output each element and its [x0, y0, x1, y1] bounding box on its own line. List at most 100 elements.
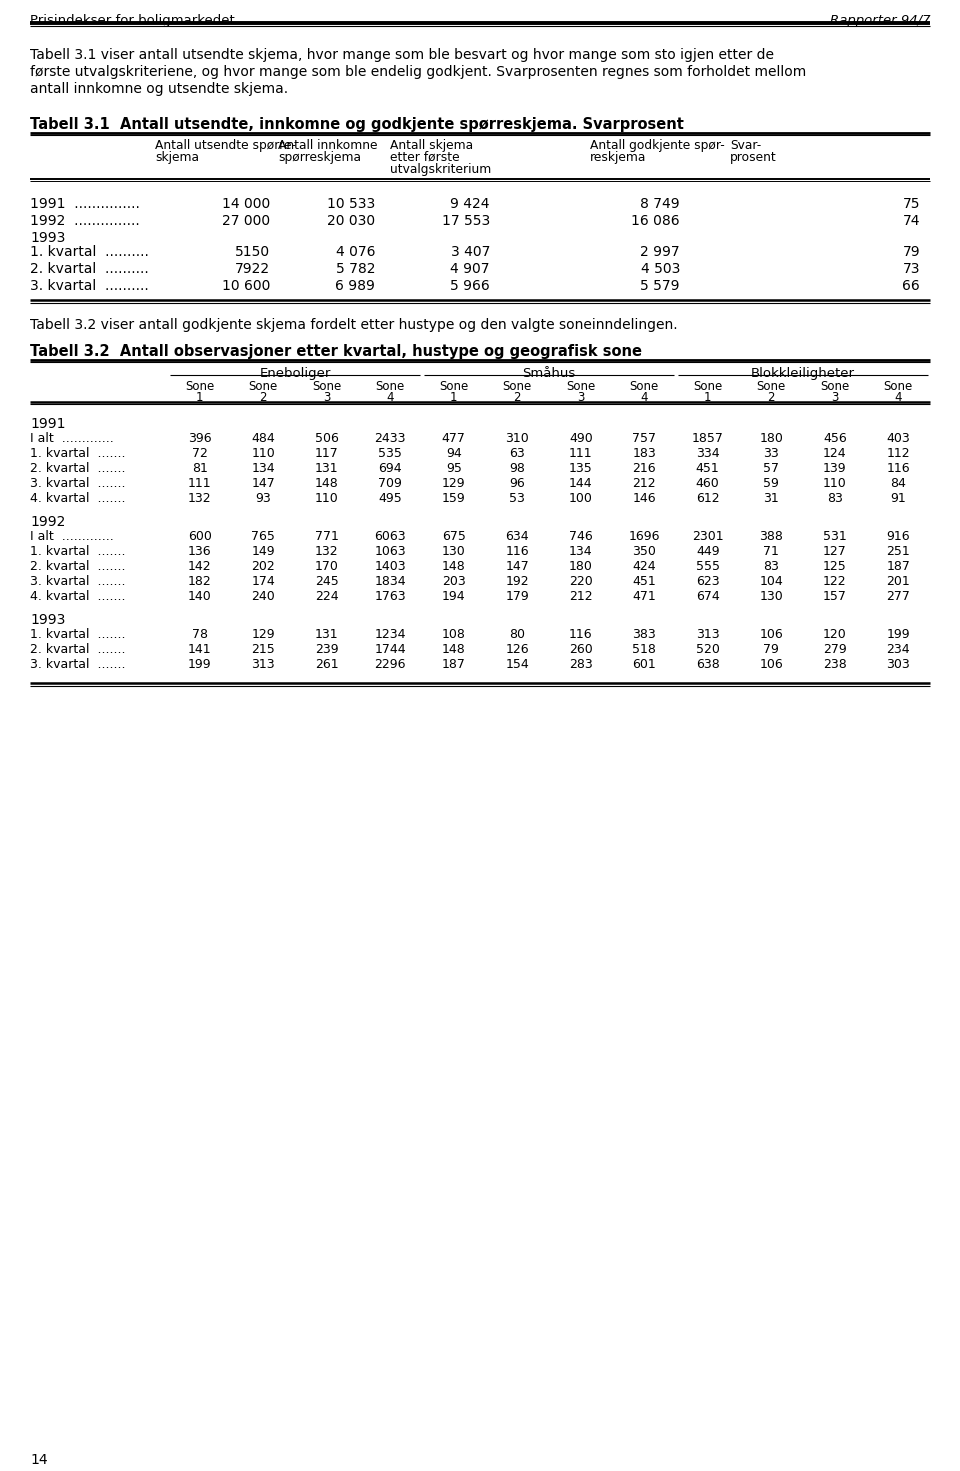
- Text: 130: 130: [759, 590, 783, 603]
- Text: 239: 239: [315, 643, 339, 656]
- Text: 110: 110: [315, 491, 339, 505]
- Text: 1403: 1403: [374, 560, 406, 574]
- Text: Tabell 3.1  Antall utsendte, innkomne og godkjente spørreskjema. Svarprosent: Tabell 3.1 Antall utsendte, innkomne og …: [30, 118, 684, 132]
- Text: 396: 396: [188, 432, 211, 446]
- Text: 2301: 2301: [692, 530, 724, 543]
- Text: 74: 74: [902, 213, 920, 228]
- Text: 4. kvartal  .......: 4. kvartal .......: [30, 491, 126, 505]
- Text: 1. kvartal  .......: 1. kvartal .......: [30, 544, 126, 558]
- Text: 91: 91: [890, 491, 906, 505]
- Text: 108: 108: [442, 628, 466, 641]
- Text: 6 989: 6 989: [335, 279, 375, 293]
- Text: 134: 134: [569, 544, 592, 558]
- Text: 134: 134: [252, 462, 276, 475]
- Text: 1: 1: [196, 391, 204, 405]
- Text: 17 553: 17 553: [442, 213, 490, 228]
- Text: 2296: 2296: [374, 658, 406, 671]
- Text: Småhus: Småhus: [522, 366, 576, 380]
- Text: 5 782: 5 782: [335, 262, 375, 277]
- Text: skjema: skjema: [155, 152, 199, 163]
- Text: 2. kvartal  ..........: 2. kvartal ..........: [30, 262, 149, 277]
- Text: 484: 484: [252, 432, 276, 446]
- Text: 1991: 1991: [30, 416, 65, 431]
- Text: 310: 310: [505, 432, 529, 446]
- Text: 149: 149: [252, 544, 276, 558]
- Text: 612: 612: [696, 491, 720, 505]
- Text: 98: 98: [510, 462, 525, 475]
- Text: 234: 234: [886, 643, 910, 656]
- Text: 1763: 1763: [374, 590, 406, 603]
- Text: 79: 79: [763, 643, 780, 656]
- Text: 199: 199: [188, 658, 211, 671]
- Text: 2433: 2433: [374, 432, 406, 446]
- Text: 9 424: 9 424: [450, 197, 490, 210]
- Text: 506: 506: [315, 432, 339, 446]
- Text: 490: 490: [569, 432, 592, 446]
- Text: Antall innkomne: Antall innkomne: [278, 138, 377, 152]
- Text: 194: 194: [442, 590, 466, 603]
- Text: 212: 212: [633, 477, 656, 490]
- Text: 224: 224: [315, 590, 339, 603]
- Text: 638: 638: [696, 658, 720, 671]
- Text: Blokkleiligheter: Blokkleiligheter: [751, 366, 855, 380]
- Text: 157: 157: [823, 590, 847, 603]
- Text: 116: 116: [569, 628, 592, 641]
- Text: 83: 83: [763, 560, 780, 574]
- Text: 757: 757: [633, 432, 657, 446]
- Text: 277: 277: [886, 590, 910, 603]
- Text: 203: 203: [442, 575, 466, 588]
- Text: 106: 106: [759, 628, 783, 641]
- Text: Sone: Sone: [883, 380, 913, 393]
- Text: 601: 601: [633, 658, 656, 671]
- Text: 3. kvartal  .......: 3. kvartal .......: [30, 575, 126, 588]
- Text: 477: 477: [442, 432, 466, 446]
- Text: 3: 3: [577, 391, 585, 405]
- Text: 126: 126: [505, 643, 529, 656]
- Text: Sone: Sone: [566, 380, 595, 393]
- Text: 4 076: 4 076: [335, 246, 375, 259]
- Text: 451: 451: [696, 462, 720, 475]
- Text: 1992  ...............: 1992 ...............: [30, 213, 140, 228]
- Text: 765: 765: [252, 530, 276, 543]
- Text: Sone: Sone: [756, 380, 786, 393]
- Text: Prisindekser for boligmarkedet: Prisindekser for boligmarkedet: [30, 15, 235, 26]
- Text: 111: 111: [569, 447, 592, 460]
- Text: 251: 251: [886, 544, 910, 558]
- Text: spørreskjema: spørreskjema: [278, 152, 361, 163]
- Text: 916: 916: [886, 530, 910, 543]
- Text: 313: 313: [252, 658, 276, 671]
- Text: 104: 104: [759, 575, 783, 588]
- Text: reskjema: reskjema: [590, 152, 646, 163]
- Text: 129: 129: [252, 628, 276, 641]
- Text: 1. kvartal  ..........: 1. kvartal ..........: [30, 246, 149, 259]
- Text: 460: 460: [696, 477, 720, 490]
- Text: 518: 518: [633, 643, 657, 656]
- Text: 146: 146: [633, 491, 656, 505]
- Text: prosent: prosent: [730, 152, 777, 163]
- Text: 148: 148: [442, 643, 466, 656]
- Text: 148: 148: [315, 477, 339, 490]
- Text: 66: 66: [902, 279, 920, 293]
- Text: 2: 2: [259, 391, 267, 405]
- Text: 3: 3: [324, 391, 330, 405]
- Text: 147: 147: [505, 560, 529, 574]
- Text: 14 000: 14 000: [222, 197, 270, 210]
- Text: 2. kvartal  .......: 2. kvartal .......: [30, 643, 126, 656]
- Text: 129: 129: [442, 477, 466, 490]
- Text: 350: 350: [633, 544, 657, 558]
- Text: 136: 136: [188, 544, 211, 558]
- Text: 201: 201: [886, 575, 910, 588]
- Text: 147: 147: [252, 477, 276, 490]
- Text: 279: 279: [823, 643, 847, 656]
- Text: 116: 116: [886, 462, 910, 475]
- Text: 4: 4: [640, 391, 648, 405]
- Text: 6063: 6063: [374, 530, 406, 543]
- Text: 199: 199: [886, 628, 910, 641]
- Text: 7922: 7922: [235, 262, 270, 277]
- Text: 1991  ...............: 1991 ...............: [30, 197, 140, 210]
- Text: 4. kvartal  .......: 4. kvartal .......: [30, 590, 126, 603]
- Text: 202: 202: [252, 560, 276, 574]
- Text: Antall utsendte spørre-: Antall utsendte spørre-: [155, 138, 296, 152]
- Text: 182: 182: [188, 575, 211, 588]
- Text: 3. kvartal  .......: 3. kvartal .......: [30, 658, 126, 671]
